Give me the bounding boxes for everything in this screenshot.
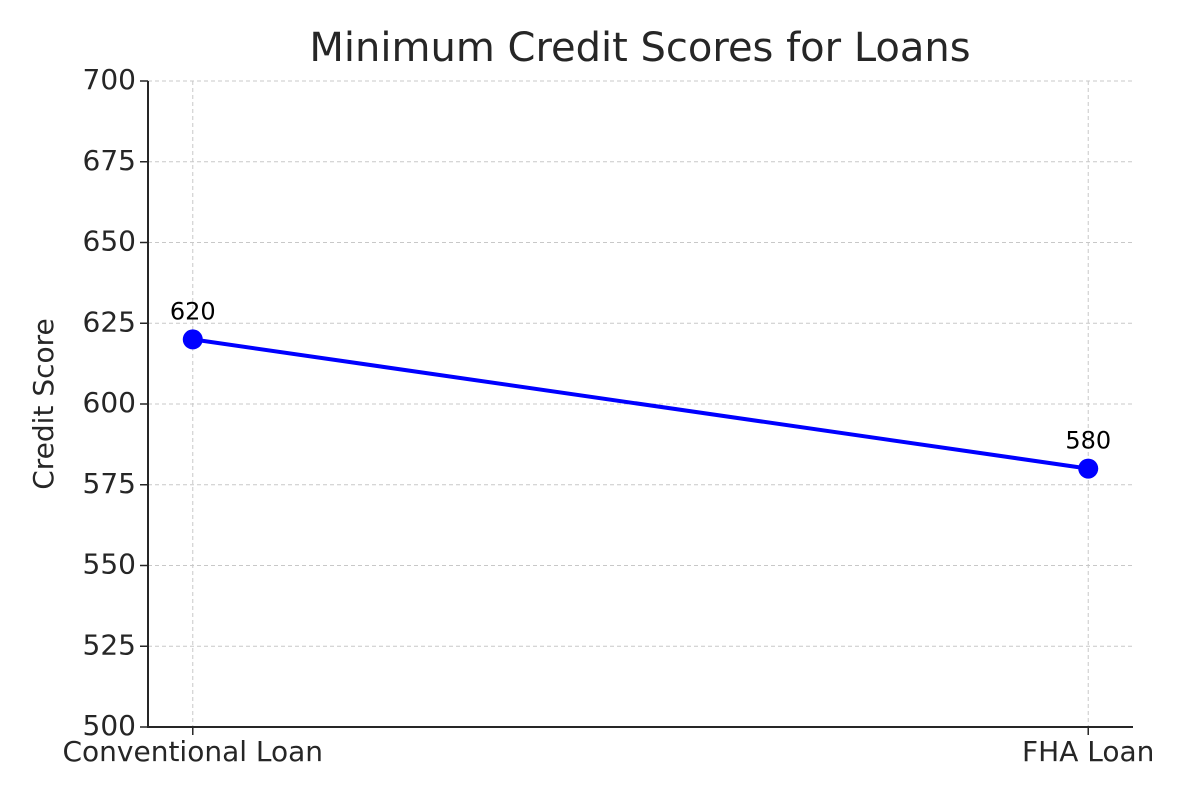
y-tick-label: 700 <box>83 63 136 96</box>
y-axis-label: Credit Score <box>27 318 60 490</box>
data-label: 580 <box>1065 427 1111 455</box>
y-tick-label: 625 <box>83 305 136 338</box>
y-tick-label: 650 <box>83 225 136 258</box>
x-tick-label: FHA Loan <box>1022 735 1154 768</box>
y-tick-label: 550 <box>83 548 136 581</box>
y-tick-label: 525 <box>83 628 136 661</box>
line <box>192 337 1089 471</box>
y-tick-label: 575 <box>83 467 136 500</box>
point <box>182 329 203 350</box>
axis-line <box>147 81 1133 728</box>
y-tick-label: 500 <box>83 709 136 742</box>
y-tick-label: 675 <box>83 144 136 177</box>
point <box>1078 458 1099 479</box>
chart-title: Minimum Credit Scores for Loans <box>309 25 970 71</box>
y-tick-label: 600 <box>83 386 136 419</box>
x-tick-label: Conventional Loan <box>62 735 323 768</box>
data-label: 620 <box>170 297 216 325</box>
